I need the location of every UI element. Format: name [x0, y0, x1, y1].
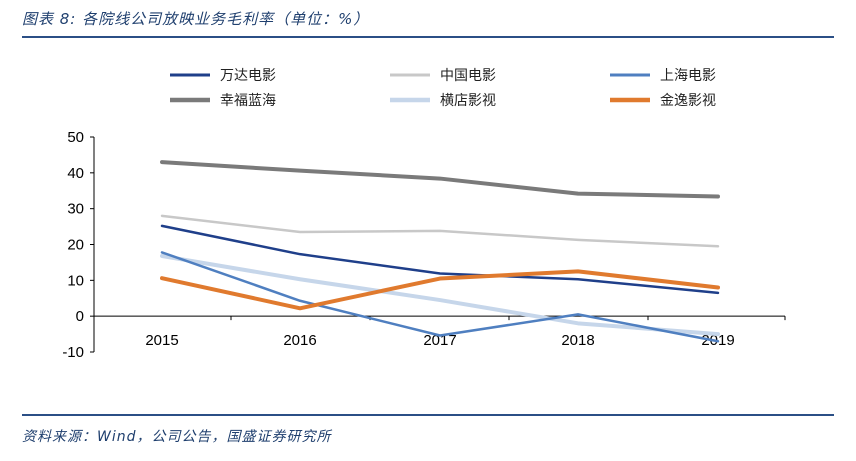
- data-point: [439, 272, 441, 275]
- data-point: [161, 277, 163, 279]
- legend-label: 幸福蓝海: [220, 93, 276, 109]
- data-point: [299, 231, 301, 233]
- legend-item: 金逸影视: [610, 93, 716, 109]
- y-tick-label: -10: [62, 344, 84, 361]
- data-point: [577, 278, 579, 281]
- x-tick-label: 2015: [145, 332, 178, 349]
- data-point: [717, 292, 719, 294]
- y-tick-label: 0: [76, 308, 84, 325]
- data-point: [161, 161, 163, 163]
- data-point: [717, 340, 719, 343]
- data-point: [439, 277, 441, 280]
- figure-source: 资料来源：Wind，公司公告，国盛证券研究所: [22, 429, 332, 445]
- data-point: [439, 230, 441, 232]
- bottom-rule: [22, 414, 834, 416]
- data-point: [439, 334, 441, 337]
- data-point: [439, 299, 441, 301]
- legend-label: 万达电影: [220, 68, 276, 84]
- data-point: [439, 177, 441, 180]
- data-point: [299, 169, 301, 172]
- chart-series: [160, 160, 720, 343]
- legend-item: 万达电影: [170, 68, 276, 84]
- top-rule: [22, 36, 834, 38]
- data-point: [299, 253, 301, 255]
- legend-label: 中国电影: [440, 68, 496, 84]
- legend-item: 横店影视: [390, 93, 496, 109]
- legend-label: 横店影视: [440, 93, 496, 109]
- data-point: [161, 225, 163, 227]
- data-point: [717, 286, 719, 289]
- data-point: [577, 322, 579, 325]
- data-point: [577, 270, 579, 273]
- data-point: [299, 299, 301, 302]
- data-point: [161, 215, 163, 217]
- legend-item: 上海电影: [610, 68, 716, 84]
- figure-title: 图表 8: 各院线公司放映业务毛利率（单位：%）: [22, 10, 370, 28]
- data-point: [161, 251, 163, 254]
- data-point: [577, 192, 579, 195]
- x-tick-label: 2018: [561, 332, 594, 349]
- series-line-6: [160, 269, 720, 311]
- data-point: [717, 245, 719, 248]
- legend-item: 中国电影: [390, 68, 496, 84]
- x-tick-label: 2017: [423, 332, 456, 349]
- data-point: [717, 333, 719, 335]
- data-point: [577, 313, 579, 316]
- legend-item: 幸福蓝海: [170, 93, 276, 109]
- y-tick-label: 10: [67, 272, 84, 289]
- data-point: [161, 255, 163, 257]
- y-tick-label: 50: [67, 129, 84, 146]
- data-point: [717, 195, 719, 198]
- data-point: [577, 239, 579, 241]
- y-tick-label: 20: [67, 237, 84, 254]
- data-point: [299, 278, 301, 281]
- x-tick-label: 2016: [283, 332, 316, 349]
- y-tick-label: 40: [67, 165, 84, 182]
- legend-label: 上海电影: [660, 68, 716, 84]
- data-point: [299, 307, 301, 310]
- y-tick-label: 30: [67, 201, 84, 218]
- legend-label: 金逸影视: [660, 93, 716, 109]
